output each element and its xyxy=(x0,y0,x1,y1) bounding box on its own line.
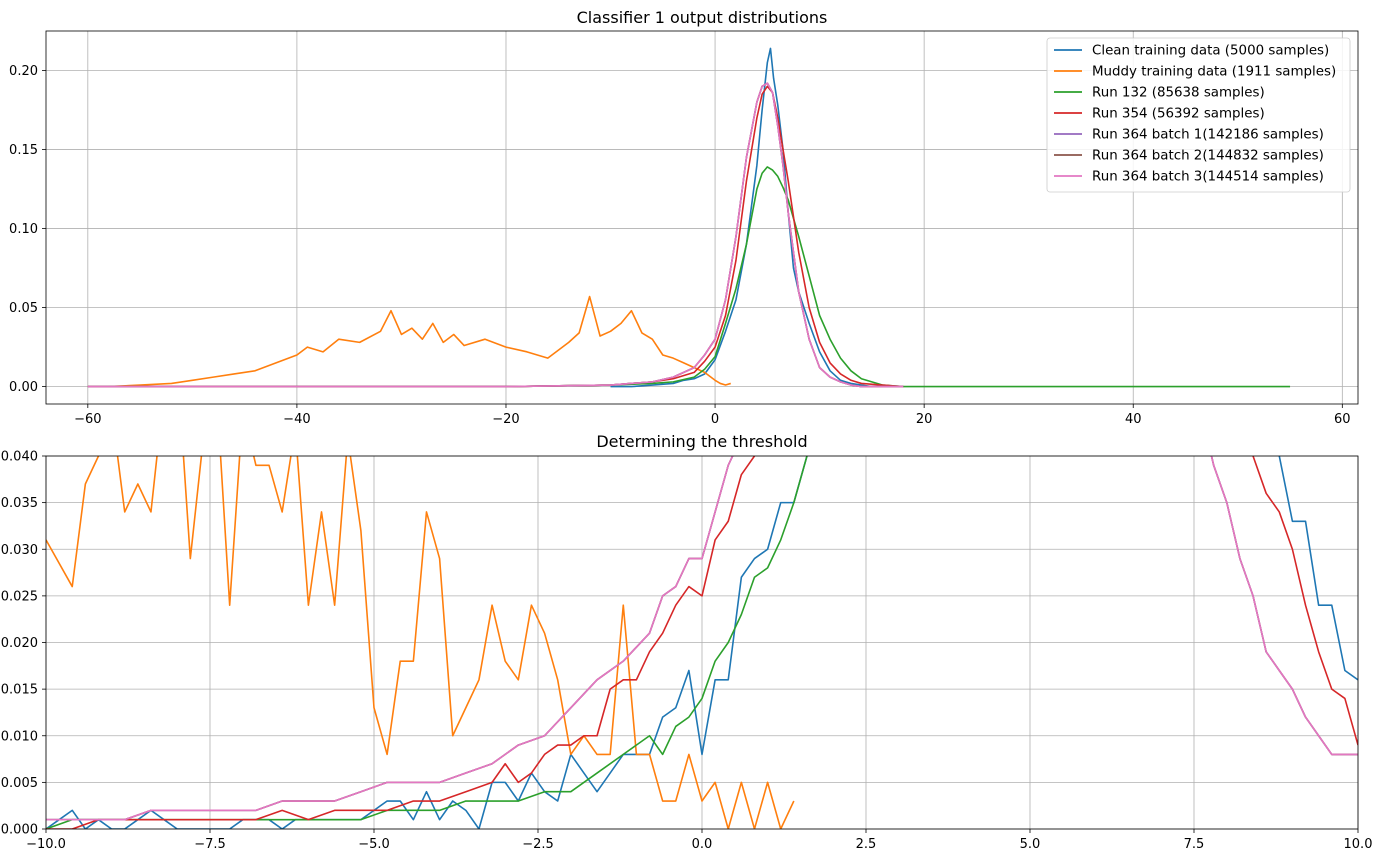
x-tick-label: −20 xyxy=(492,412,519,427)
legend: Clean training data (5000 samples) Muddy … xyxy=(1046,37,1351,193)
bottom-series-group xyxy=(46,456,1358,829)
x-tick-label: −5.0 xyxy=(358,837,390,852)
legend-label: Muddy training data (1911 samples) xyxy=(1092,65,1336,80)
legend-label: Run 132 (85638 samples) xyxy=(1092,86,1265,101)
series-line-3 xyxy=(46,456,1358,829)
bottom-ticks: −10.0 −7.5 −5.0 −2.5 0.0 2.5 5.0 7.5 10.0 0.000 0.… xyxy=(1,450,1373,853)
x-tick-label: 40 xyxy=(1125,412,1142,427)
y-tick-label: 0.040 xyxy=(1,450,38,465)
y-tick-label: 0.005 xyxy=(1,776,38,791)
series-line-1 xyxy=(46,456,795,829)
x-tick-label: 7.5 xyxy=(1184,837,1205,852)
x-tick-label: 0 xyxy=(711,412,719,427)
x-tick-label: 2.5 xyxy=(856,837,877,852)
bottom-chart-title: Determining the threshold xyxy=(596,432,807,451)
x-tick-label: −60 xyxy=(74,412,101,427)
series-line-1 xyxy=(108,295,731,388)
legend-label: Clean training data (5000 samples) xyxy=(1092,44,1329,59)
x-tick-label: −7.5 xyxy=(194,837,226,852)
y-tick-label: 0.05 xyxy=(9,301,38,316)
top-series-group xyxy=(87,47,1291,388)
legend-box xyxy=(1046,37,1351,193)
x-tick-label: 60 xyxy=(1334,412,1351,427)
bottom-panel: Determining the threshold −10.0 −7.5 −5.0−… xyxy=(1,432,1373,853)
y-tick-label: 0.010 xyxy=(1,729,38,744)
legend-label: Run 364 batch 2(144832 samples) xyxy=(1092,149,1324,164)
legend-label: Run 364 batch 1(142186 samples) xyxy=(1092,128,1324,143)
x-tick-label: −40 xyxy=(283,412,310,427)
series-line-3 xyxy=(87,85,904,388)
x-tick-label: 0.0 xyxy=(692,837,713,852)
x-tick-label: −10.0 xyxy=(26,837,66,852)
series-line-6 xyxy=(46,456,1358,821)
y-tick-label: 0.10 xyxy=(9,222,38,237)
y-tick-label: 0.15 xyxy=(9,143,38,158)
x-tick-label: −2.5 xyxy=(522,837,554,852)
bottom-plot-frame xyxy=(45,455,1359,830)
x-tick-label: 10.0 xyxy=(1344,837,1373,852)
y-tick-label: 0.035 xyxy=(1,496,38,511)
top-panel: Classifier 1 output distributions −60 −40… xyxy=(9,8,1359,427)
series-line-2 xyxy=(87,166,1291,388)
bottom-grid xyxy=(45,455,1359,830)
legend-label: Run 354 (56392 samples) xyxy=(1092,107,1265,122)
series-line-6 xyxy=(87,82,904,388)
x-tick-label: 5.0 xyxy=(1020,837,1041,852)
y-tick-label: 0.025 xyxy=(1,589,38,604)
legend-label: Run 364 batch 3(144514 samples) xyxy=(1092,170,1324,185)
series-line-0 xyxy=(46,456,1358,829)
top-plot-frame xyxy=(45,30,1359,405)
y-tick-label: 0.030 xyxy=(1,543,38,558)
y-tick-label: 0.00 xyxy=(9,380,38,395)
y-tick-label: 0.20 xyxy=(9,64,38,79)
series-line-0 xyxy=(610,47,904,388)
top-chart-title: Classifier 1 output distributions xyxy=(577,8,828,27)
y-tick-label: 0.020 xyxy=(1,636,38,651)
y-tick-label: 0.000 xyxy=(1,823,38,838)
y-tick-label: 0.015 xyxy=(1,683,38,698)
top-ticks: −60 −40 −20 0 20 40 60 0.00 0.05 0.10 0.15 0.20 xyxy=(9,64,1351,427)
x-tick-label: 20 xyxy=(916,412,933,427)
